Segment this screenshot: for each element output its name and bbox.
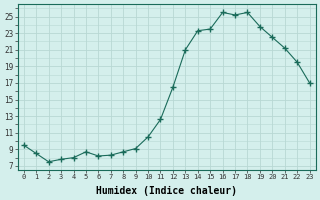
X-axis label: Humidex (Indice chaleur): Humidex (Indice chaleur) (96, 186, 237, 196)
